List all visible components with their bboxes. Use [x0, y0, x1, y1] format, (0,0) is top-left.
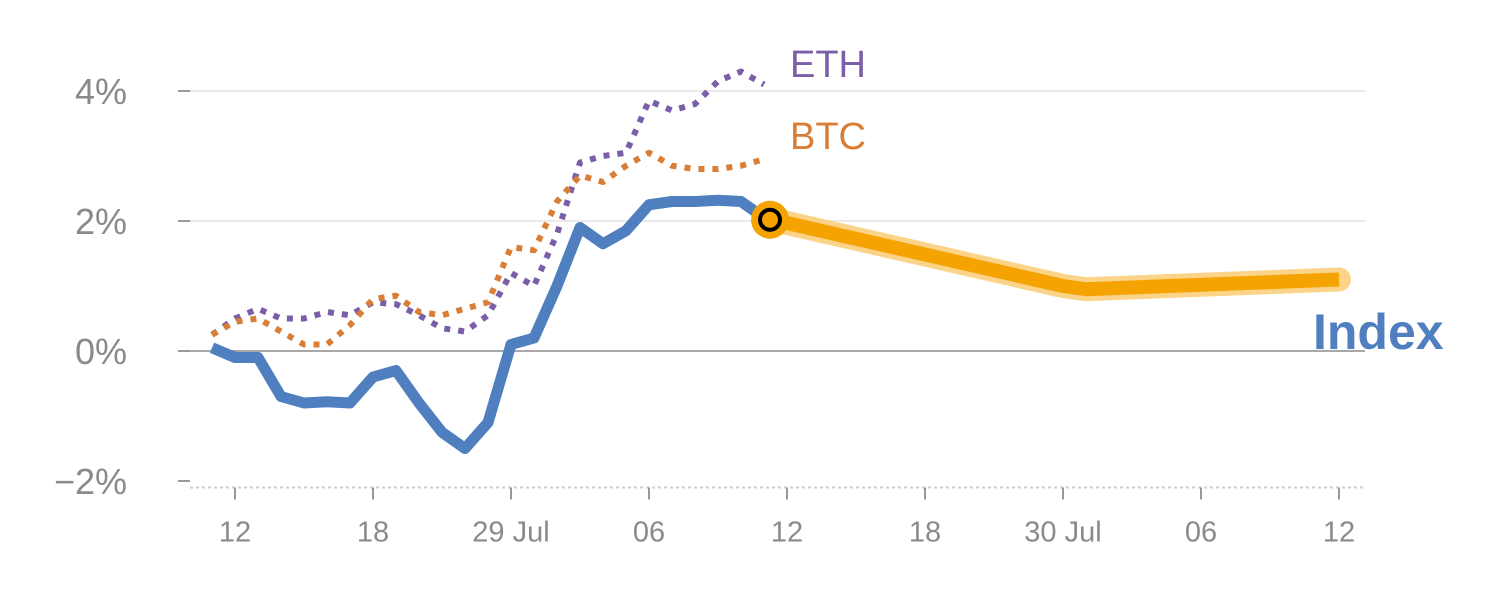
y-tick-label: 4%	[75, 71, 127, 112]
x-tick-label: 30 Jul	[1024, 517, 1101, 549]
btc-line	[210, 149, 765, 348]
x-tick-label: 06	[633, 517, 665, 549]
y-tick-label: −2%	[54, 461, 127, 502]
series-lines	[209, 68, 1351, 454]
series-labels: ETH BTC Index	[790, 44, 1444, 360]
series-label-eth: ETH	[790, 44, 866, 86]
forecast-line	[762, 210, 1340, 297]
eth-line	[210, 68, 766, 338]
y-axis: 4% 2% 0% −2%	[54, 71, 190, 502]
series-label-index: Index	[1313, 304, 1444, 360]
x-tick-label: 18	[357, 517, 389, 549]
x-tick-label: 06	[1185, 517, 1217, 549]
x-tick-label: 12	[771, 517, 803, 549]
index-line	[209, 194, 768, 454]
x-tick-label: 12	[219, 517, 251, 549]
series-label-btc: BTC	[790, 116, 866, 158]
y-tick-label: 0%	[75, 331, 127, 372]
y-tick-label: 2%	[75, 201, 127, 242]
endpoint-marker	[758, 207, 782, 232]
x-axis: 12 18 29 Jul 06 12 18 30 Jul 06 12	[190, 486, 1365, 549]
x-tick-label: 12	[1323, 517, 1355, 549]
x-tick-label: 29 Jul	[472, 517, 549, 549]
x-tick-label: 18	[909, 517, 941, 549]
